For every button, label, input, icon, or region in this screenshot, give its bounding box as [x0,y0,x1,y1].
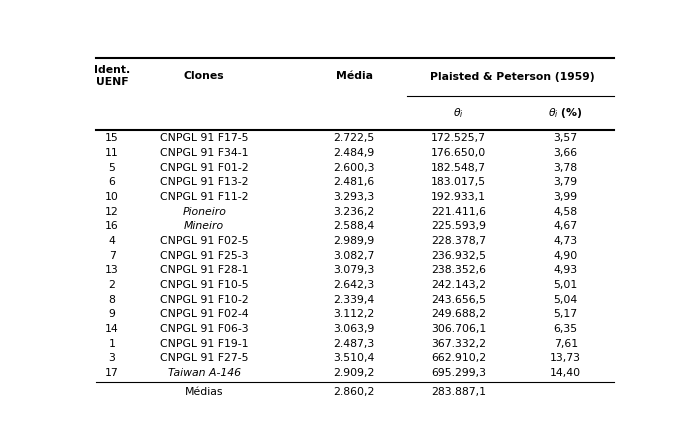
Text: 4,73: 4,73 [553,236,578,246]
Text: 3.079,3: 3.079,3 [334,265,375,275]
Text: 10: 10 [105,192,119,202]
Text: 11: 11 [105,148,119,158]
Text: 3,99: 3,99 [553,192,578,202]
Text: 17: 17 [105,368,119,378]
Text: CNPGL 91 F06-3: CNPGL 91 F06-3 [160,324,249,334]
Text: CNPGL 91 F11-2: CNPGL 91 F11-2 [160,192,249,202]
Text: 8: 8 [108,295,115,304]
Text: CNPGL 91 F19-1: CNPGL 91 F19-1 [160,339,249,349]
Text: 4,58: 4,58 [553,207,578,216]
Text: Plaisted & Peterson (1959): Plaisted & Peterson (1959) [430,72,594,82]
Text: CNPGL 91 F02-4: CNPGL 91 F02-4 [160,309,249,319]
Text: 225.593,9: 225.593,9 [431,221,486,231]
Text: 2.487,3: 2.487,3 [334,339,375,349]
Text: 1: 1 [108,339,115,349]
Text: 3: 3 [108,353,115,363]
Text: $\theta_i$ (%): $\theta_i$ (%) [549,106,583,120]
Text: 3.112,2: 3.112,2 [334,309,375,319]
Text: 5,04: 5,04 [553,295,578,304]
Text: 2.588,4: 2.588,4 [334,221,375,231]
Text: CNPGL 91 F17-5: CNPGL 91 F17-5 [160,133,249,143]
Text: 236.932,5: 236.932,5 [431,251,486,261]
Text: 2.989,9: 2.989,9 [334,236,375,246]
Text: 16: 16 [105,221,119,231]
Text: 367.332,2: 367.332,2 [431,339,486,349]
Text: Clones: Clones [184,71,225,81]
Text: CNPGL 91 F27-5: CNPGL 91 F27-5 [160,353,249,363]
Text: 3,78: 3,78 [553,162,578,173]
Text: 9: 9 [108,309,115,319]
Text: Médias: Médias [185,387,223,397]
Text: 2.722,5: 2.722,5 [334,133,375,143]
Text: Média: Média [336,71,372,81]
Text: 5,17: 5,17 [553,309,578,319]
Text: Mineiro: Mineiro [184,221,225,231]
Text: CNPGL 91 F34-1: CNPGL 91 F34-1 [160,148,249,158]
Text: 7,61: 7,61 [553,339,578,349]
Text: CNPGL 91 F01-2: CNPGL 91 F01-2 [160,162,249,173]
Text: 3.293,3: 3.293,3 [334,192,375,202]
Text: 176.650,0: 176.650,0 [431,148,486,158]
Text: CNPGL 91 F10-5: CNPGL 91 F10-5 [160,280,249,290]
Text: Taiwan A-146: Taiwan A-146 [168,368,240,378]
Text: 6,35: 6,35 [553,324,578,334]
Text: 14,40: 14,40 [550,368,581,378]
Text: 2.484,9: 2.484,9 [334,148,375,158]
Text: 7: 7 [108,251,115,261]
Text: 3,79: 3,79 [553,177,578,187]
Text: 249.688,2: 249.688,2 [431,309,486,319]
Text: 183.017,5: 183.017,5 [431,177,486,187]
Text: 3.236,2: 3.236,2 [334,207,375,216]
Text: 3.082,7: 3.082,7 [334,251,375,261]
Text: 3,57: 3,57 [553,133,578,143]
Text: 662.910,2: 662.910,2 [431,353,486,363]
Text: 3.063,9: 3.063,9 [334,324,375,334]
Text: 3,66: 3,66 [553,148,578,158]
Text: 13,73: 13,73 [550,353,581,363]
Text: 2.339,4: 2.339,4 [334,295,375,304]
Text: CNPGL 91 F28-1: CNPGL 91 F28-1 [160,265,249,275]
Text: 4,90: 4,90 [553,251,578,261]
Text: 2.860,2: 2.860,2 [334,387,375,397]
Text: 242.143,2: 242.143,2 [431,280,486,290]
Text: CNPGL 91 F13-2: CNPGL 91 F13-2 [160,177,249,187]
Text: 15: 15 [105,133,119,143]
Text: 182.548,7: 182.548,7 [431,162,486,173]
Text: 14: 14 [105,324,119,334]
Text: 172.525,7: 172.525,7 [431,133,486,143]
Text: 2.909,2: 2.909,2 [334,368,375,378]
Text: Ident.
UENF: Ident. UENF [94,65,130,87]
Text: 2: 2 [108,280,115,290]
Text: 306.706,1: 306.706,1 [431,324,486,334]
Text: 695.299,3: 695.299,3 [431,368,486,378]
Text: 3.510,4: 3.510,4 [334,353,375,363]
Text: 228.378,7: 228.378,7 [431,236,486,246]
Text: CNPGL 91 F10-2: CNPGL 91 F10-2 [160,295,249,304]
Text: 283.887,1: 283.887,1 [431,387,486,397]
Text: Pioneiro: Pioneiro [182,207,226,216]
Text: 4,67: 4,67 [553,221,578,231]
Text: CNPGL 91 F25-3: CNPGL 91 F25-3 [160,251,249,261]
Text: 5: 5 [108,162,115,173]
Text: 238.352,6: 238.352,6 [431,265,486,275]
Text: 221.411,6: 221.411,6 [431,207,486,216]
Text: $\theta_i$: $\theta_i$ [453,106,464,120]
Text: 2.600,3: 2.600,3 [333,162,375,173]
Text: CNPGL 91 F02-5: CNPGL 91 F02-5 [160,236,249,246]
Text: 5,01: 5,01 [553,280,578,290]
Text: 12: 12 [105,207,119,216]
Text: 13: 13 [105,265,119,275]
Text: 243.656,5: 243.656,5 [431,295,486,304]
Text: 192.933,1: 192.933,1 [431,192,486,202]
Text: 4: 4 [108,236,115,246]
Text: 2.481,6: 2.481,6 [334,177,375,187]
Text: 4,93: 4,93 [553,265,578,275]
Text: 2.642,3: 2.642,3 [334,280,375,290]
Text: 6: 6 [108,177,115,187]
